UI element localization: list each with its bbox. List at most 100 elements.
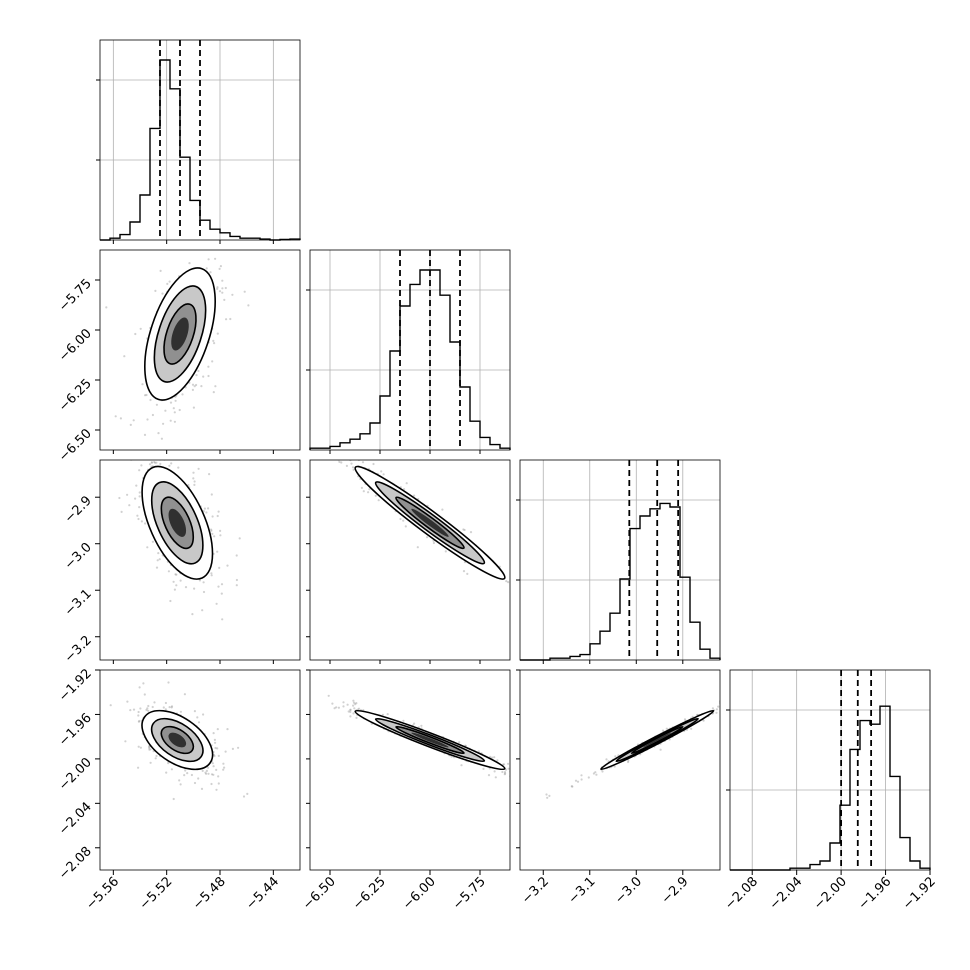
scatter-point xyxy=(217,754,220,758)
scatter-point xyxy=(137,720,140,723)
scatter-point xyxy=(205,769,208,773)
panel-0-3 xyxy=(99,669,301,871)
panel-frame xyxy=(309,249,511,451)
scatter-point xyxy=(202,581,205,584)
scatter-point xyxy=(458,741,461,744)
scatter-point xyxy=(114,415,117,418)
scatter-point xyxy=(504,768,508,771)
scatter-point xyxy=(402,519,405,522)
scatter-point xyxy=(516,594,518,596)
scatter-point xyxy=(213,738,216,742)
scatter-point xyxy=(333,707,336,710)
scatter-point xyxy=(119,417,122,420)
scatter-point xyxy=(580,778,583,781)
scatter-point xyxy=(482,767,485,771)
scatter-point xyxy=(137,745,140,748)
density-core xyxy=(411,508,449,537)
scatter-point xyxy=(528,779,530,781)
scatter-point xyxy=(380,470,383,473)
scatter-point xyxy=(374,494,377,497)
scatter-point xyxy=(162,706,165,709)
y-tick-label: −2.9 xyxy=(62,493,95,526)
scatter-point xyxy=(164,708,167,711)
scatter-point xyxy=(170,462,173,465)
scatter-point xyxy=(205,267,208,270)
scatter-point xyxy=(138,469,141,472)
scatter-point xyxy=(350,462,353,465)
scatter-point xyxy=(225,318,228,321)
scatter-point xyxy=(223,227,225,229)
scatter-point xyxy=(210,782,213,786)
scatter-point xyxy=(170,705,174,708)
scatter-point xyxy=(214,746,217,750)
scatter-point xyxy=(207,258,210,261)
scatter-point xyxy=(211,360,214,363)
scatter-point xyxy=(148,463,152,466)
scatter-point xyxy=(740,696,742,698)
scatter-point xyxy=(167,455,169,457)
scatter-point xyxy=(525,595,527,597)
scatter-point xyxy=(212,732,215,735)
scatter-point xyxy=(192,477,195,480)
scatter-point xyxy=(338,452,340,454)
x-tick-label: −2.00 xyxy=(811,874,850,913)
scatter-point xyxy=(226,564,229,567)
scatter-point xyxy=(212,773,215,776)
scatter-point xyxy=(170,768,173,771)
scatter-point xyxy=(731,701,733,703)
y-tick-label: −3.1 xyxy=(62,586,95,619)
scatter-point xyxy=(214,741,217,744)
scatter-point xyxy=(491,756,494,759)
scatter-point xyxy=(496,759,499,762)
scatter-point xyxy=(551,790,553,792)
scatter-point xyxy=(515,768,517,770)
scatter-point xyxy=(331,702,334,705)
scatter-point xyxy=(377,499,380,502)
scatter-point xyxy=(522,595,524,597)
scatter-point xyxy=(592,772,596,775)
scatter-point xyxy=(144,522,147,525)
y-tick-label: −3.2 xyxy=(62,633,95,666)
scatter-point xyxy=(174,573,177,576)
scatter-point xyxy=(134,332,137,336)
scatter-point xyxy=(167,762,170,765)
panel-0-1 xyxy=(99,227,301,451)
scatter-point xyxy=(503,773,506,776)
scatter-point xyxy=(525,782,527,784)
scatter-point xyxy=(574,779,578,782)
x-tick-label: −2.9 xyxy=(659,874,692,907)
scatter-point xyxy=(137,517,140,521)
histogram-step xyxy=(520,502,721,661)
scatter-point xyxy=(224,750,227,753)
density-core xyxy=(168,732,187,748)
panel-frame xyxy=(99,39,301,241)
scatter-point xyxy=(477,750,480,753)
scatter-point xyxy=(426,536,429,539)
scatter-point xyxy=(149,748,152,751)
scatter-point xyxy=(139,746,142,749)
scatter-point xyxy=(207,507,210,510)
scatter-point xyxy=(210,574,213,577)
scatter-point xyxy=(720,703,722,705)
scatter-point xyxy=(123,355,126,358)
scatter-point xyxy=(587,776,590,779)
scatter-point xyxy=(537,595,539,597)
y-tick-label: −2.08 xyxy=(56,844,95,883)
scatter-point xyxy=(210,528,213,531)
scatter-point xyxy=(510,582,512,584)
scatter-point xyxy=(659,748,662,751)
scatter-point xyxy=(242,795,246,798)
x-tick-label: −5.44 xyxy=(243,874,282,913)
scatter-point xyxy=(346,703,349,706)
scatter-point xyxy=(741,694,743,696)
scatter-point xyxy=(136,514,139,517)
scatter-point xyxy=(175,584,178,587)
panel-frame xyxy=(99,249,301,451)
scatter-point xyxy=(582,622,584,624)
scatter-point xyxy=(513,586,515,588)
scatter-point xyxy=(214,385,217,388)
histogram-3 xyxy=(726,669,931,871)
panel-0-2 xyxy=(99,455,301,661)
scatter-point xyxy=(552,784,554,786)
scatter-point xyxy=(161,292,164,295)
